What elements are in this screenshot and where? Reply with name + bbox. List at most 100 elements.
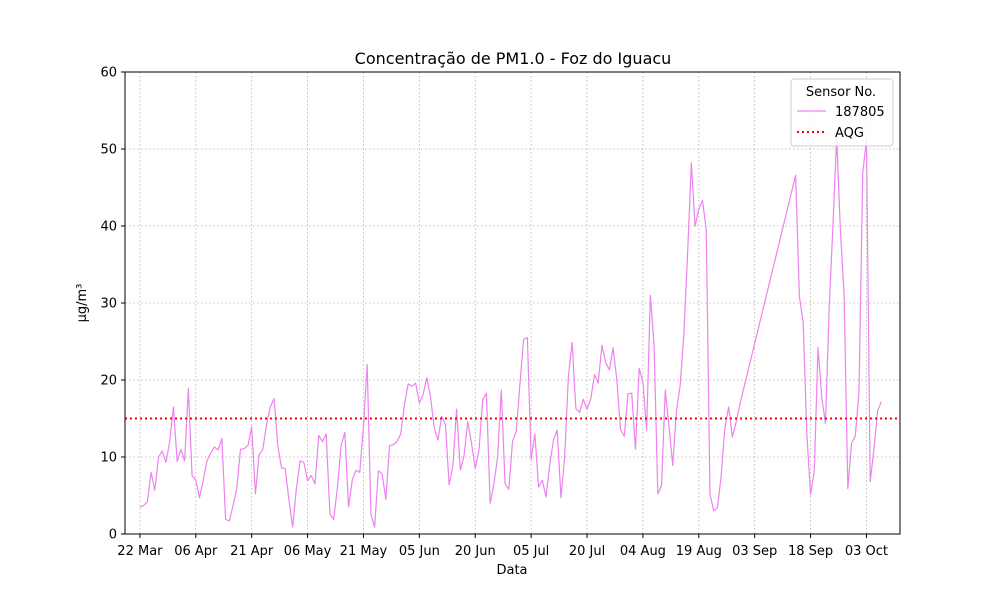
data-point: [814, 470, 815, 471]
data-point: [266, 423, 267, 424]
data-point: [613, 347, 614, 348]
data-point: [568, 376, 569, 377]
chart-title: Concentração de PM1.0 - Foz do Iguacu: [355, 49, 672, 68]
data-point: [504, 483, 505, 484]
data-point: [404, 404, 405, 405]
data-point: [549, 464, 550, 465]
data-point: [545, 496, 546, 497]
x-axis-title: Data: [496, 563, 527, 578]
data-point: [862, 172, 863, 173]
data-point: [419, 403, 420, 404]
data-point: [259, 454, 260, 455]
data-point: [840, 229, 841, 230]
data-point: [706, 229, 707, 230]
x-tick-label: 22 Mar: [117, 544, 163, 559]
legend-label-sensor: 187805: [835, 105, 885, 120]
data-point: [531, 459, 532, 460]
data-point: [270, 406, 271, 407]
data-point: [810, 494, 811, 495]
data-point: [519, 383, 520, 384]
data-point: [486, 392, 487, 393]
data-point: [292, 526, 293, 527]
data-point: [616, 379, 617, 380]
legend: Sensor No. 187805 AQG: [790, 78, 894, 147]
data-point: [497, 456, 498, 457]
data-point: [590, 399, 591, 400]
data-point: [452, 466, 453, 467]
data-point: [575, 408, 576, 409]
x-tick-label: 21 Apr: [230, 544, 274, 559]
data-point: [732, 436, 733, 437]
legend-label-aqg: AQG: [835, 126, 864, 141]
series-line-sensor: [139, 136, 882, 528]
data-point: [598, 382, 599, 383]
data-point: [516, 431, 517, 432]
data-point: [162, 450, 163, 451]
data-point: [255, 493, 256, 494]
data-point: [262, 449, 263, 450]
data-point: [318, 435, 319, 436]
data-point: [300, 460, 301, 461]
data-point: [490, 503, 491, 504]
data-point: [724, 427, 725, 428]
x-tick-label: 04 Aug: [620, 544, 666, 559]
data-point: [553, 439, 554, 440]
data-point: [653, 345, 654, 346]
data-point: [445, 424, 446, 425]
data-point: [877, 410, 878, 411]
data-point: [713, 510, 714, 511]
data-point: [303, 462, 304, 463]
data-point: [609, 369, 610, 370]
data-point: [639, 368, 640, 369]
data-point: [426, 377, 427, 378]
data-point: [691, 162, 692, 163]
data-point: [244, 448, 245, 449]
data-point: [683, 333, 684, 334]
data-point: [512, 441, 513, 442]
data-point: [572, 342, 573, 343]
data-point: [273, 398, 274, 399]
data-point: [393, 444, 394, 445]
data-point: [579, 412, 580, 413]
data-point: [627, 393, 628, 394]
data-point: [657, 493, 658, 494]
data-point: [355, 469, 356, 470]
data-point: [285, 468, 286, 469]
data-point: [173, 406, 174, 407]
data-point: [180, 449, 181, 450]
data-point: [698, 208, 699, 209]
data-point: [557, 429, 558, 430]
data-point: [665, 389, 666, 390]
data-point: [821, 396, 822, 397]
data-point: [169, 441, 170, 442]
data-point: [311, 475, 312, 476]
x-tick-label: 03 Sep: [732, 544, 777, 559]
data-point: [728, 406, 729, 407]
data-point: [527, 337, 528, 338]
data-point: [348, 506, 349, 507]
data-point: [624, 436, 625, 437]
x-tick-label: 03 Oct: [845, 544, 888, 559]
data-point: [735, 422, 736, 423]
data-point: [635, 449, 636, 450]
data-point: [352, 480, 353, 481]
data-point: [847, 488, 848, 489]
x-tick-label: 20 Jun: [455, 544, 496, 559]
x-tick-label: 18 Sep: [788, 544, 833, 559]
data-point: [717, 507, 718, 508]
x-tick-label: 05 Jun: [399, 544, 440, 559]
data-point: [341, 445, 342, 446]
data-point: [646, 429, 647, 430]
data-point: [147, 501, 148, 502]
data-point: [475, 468, 476, 469]
data-point: [586, 409, 587, 410]
data-point: [154, 490, 155, 491]
y-tick-label: 50: [100, 143, 117, 158]
data-point: [672, 465, 673, 466]
data-point: [296, 488, 297, 489]
x-tick-label: 20 Jul: [569, 544, 605, 559]
y-tick-label: 30: [100, 297, 117, 312]
y-axis-title: μg/m³: [75, 284, 90, 323]
data-point: [206, 460, 207, 461]
